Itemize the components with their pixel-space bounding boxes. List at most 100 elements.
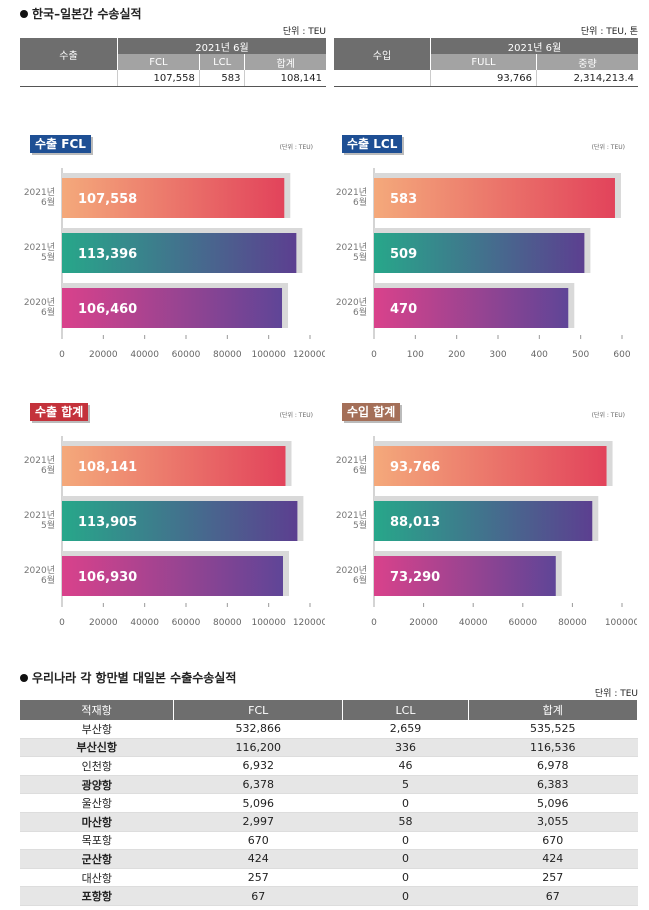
bar [62,501,298,541]
row: 포항항 67 0 67 [20,886,638,906]
cell: 대산항 [20,868,174,888]
section-title: 한국–일본간 수송실적 [32,7,142,21]
header-cell: 적재항 [20,700,175,720]
cell: LCL [199,54,246,70]
row: 목포항 670 0 670 [20,831,638,851]
x-tick-label: 0 [371,350,377,360]
chart-unit: (단위 : TEU) [279,144,313,151]
bar [374,178,615,218]
x-tick-label: 0 [371,618,377,628]
cell: 424 [468,849,638,869]
chart-title: 수출 LCL [342,135,403,153]
value-label: 113,396 [78,247,137,262]
x-tick-label: 20000 [89,618,118,628]
value-label: 107,558 [78,192,137,207]
cell: FULL [430,54,537,70]
unit: 단위 : TEU [594,689,638,699]
cell: 0 [342,793,469,813]
row: 군산항 424 0 424 [20,849,638,869]
cell: 2,997 [173,812,343,832]
chart: 0 20000 40000 60000 80000 100000 93,766 88,013 7… [332,403,639,643]
value-label: 93,766 [390,460,440,475]
x-tick-label: 400 [531,350,548,360]
x-tick-label: 40000 [459,618,488,628]
category-label: 2021년 5월 [335,243,367,263]
plot: 0 20000 40000 60000 80000 100000 120000 108,141… [59,436,327,628]
cell: 535,525 [468,720,638,739]
x-tick-label: 40000 [130,618,159,628]
x-tick-label: 0 [59,350,65,360]
category-label: 2021년 6월 [335,188,367,208]
cell: 3,055 [468,812,638,832]
x-tick-label: 500 [572,350,589,360]
row: 울산항 5,096 0 5,096 [20,793,638,813]
cell: FCL [117,54,200,70]
import-table: 수입 2021년 6월 FULL 중량 93,766 2,314,213.4 [334,38,638,87]
x-tick-label: 80000 [213,350,242,360]
cell: 포항항 [20,886,174,906]
chart-unit: (단위 : TEU) [591,412,625,419]
row: 인천항 6,932 46 6,978 [20,756,638,776]
cell: 울산항 [20,793,174,813]
cell: 광양항 [20,775,174,795]
value-label: 106,930 [78,570,137,585]
category-label: 2020년 6월 [335,566,367,586]
x-tick-label: 20000 [409,618,438,628]
value-label: 113,905 [78,515,137,530]
category-label: 2020년 6월 [23,566,55,586]
row: 광양항 6,378 5 6,383 [20,775,638,795]
bar [62,288,283,328]
bar [62,178,285,218]
row: 부산신항 116,200 336 116,536 [20,738,638,758]
x-tick-label: 120000 [293,350,325,360]
plot: 0 100 200 300 400 500 600 583 509 470 [371,168,631,360]
bar [62,446,286,486]
cell: 2021년 6월 [430,38,638,54]
cell: 6,932 [173,756,343,776]
x-tick-label: 100000 [251,618,286,628]
plot: 0 20000 40000 60000 80000 100000 93,766 88,013 7… [371,436,639,628]
x-tick-label: 300 [489,350,506,360]
x-tick-label: 120000 [293,618,325,628]
category-label: 2021년 5월 [23,511,55,531]
x-tick-label: 40000 [130,350,159,360]
plot: 0 20000 40000 60000 80000 100000 120000 107,558… [59,168,327,360]
x-tick-label: 20000 [89,350,118,360]
value-label: 470 [390,302,417,317]
x-tick-label: 60000 [172,618,201,628]
category-label: 2021년 5월 [23,243,55,263]
cell: 670 [173,831,343,851]
x-tick-label: 600 [613,350,630,360]
cell: 수입 [334,38,431,70]
value-label: 73,290 [390,570,440,585]
category-label: 2021년 6월 [23,456,55,476]
cell: 2021년 6월 [117,38,326,54]
cell: 0 [342,849,469,869]
bar [374,446,607,486]
header-cell: 합계 [468,700,639,720]
bar [374,556,556,596]
bullet [20,674,28,682]
port-table: 적재항 FCL LCL 합계 부산항 532,866 2,659 535,525 부산신항 116… [20,700,639,906]
chart: 0 100 200 300 400 500 600 583 509 470 2021년 6월 2021… [332,135,637,375]
x-tick-label: 100 [407,350,424,360]
chart-title: 수출 FCL [30,135,91,153]
cell: 46 [342,756,469,776]
bar [62,233,297,273]
bar [374,288,569,328]
cell: 2,314,213.4 [536,70,638,87]
cell: 67 [468,886,638,906]
category-label: 2020년 6월 [23,298,55,318]
cell: 군산항 [20,849,174,869]
chart: 0 20000 40000 60000 80000 100000 120000 108,141… [20,403,327,643]
unit: 단위 : TEU [282,27,326,37]
cell: 목포항 [20,831,174,851]
cell: 424 [173,849,343,869]
bar [62,556,283,596]
cell: 257 [468,868,638,888]
bar [374,233,585,273]
x-tick-label: 200 [448,350,465,360]
section-title: 우리나라 각 항만별 대일본 수출수송실적 [32,671,237,685]
cell: 인천항 [20,756,174,776]
